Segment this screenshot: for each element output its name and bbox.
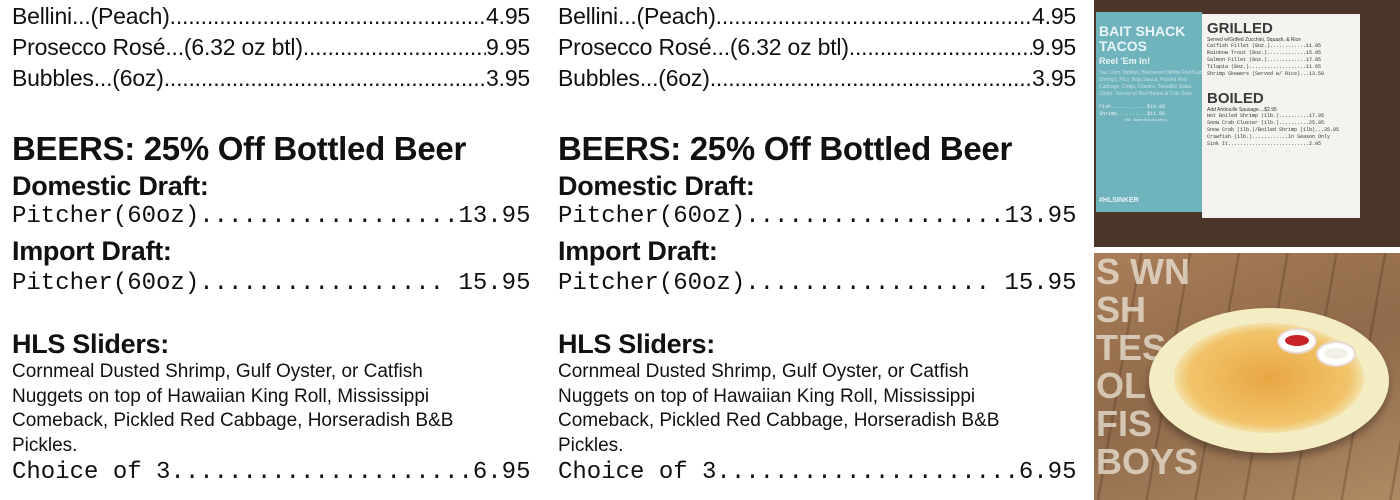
beers-heading: BEERS: 25% Off Bottled Beer bbox=[558, 130, 1012, 167]
item-price: 4.95 bbox=[486, 3, 530, 29]
tacos-shrimp: Shrimp..........$11.95 bbox=[1099, 111, 1166, 117]
import-pitcher: Pitcher(60oz)................. 15.95 bbox=[12, 270, 531, 297]
import-heading: Import Draft: bbox=[558, 236, 718, 266]
item-name: Bellini...(Peach) bbox=[558, 3, 716, 29]
domestic-pitcher: Pitcher(60oz)..................13.95 bbox=[12, 203, 531, 230]
boiled-item: Snow Crab Cluster (1lb.)..........25.95 bbox=[1207, 120, 1325, 126]
leader-dots bbox=[303, 34, 486, 61]
grilled-item: Rainbow Trout (8oz.).............15.95 bbox=[1207, 50, 1322, 56]
boiled-item: Snow Crab (1lb.)/Boiled Shrimp (1lb)...3… bbox=[1207, 127, 1340, 133]
menu-item-prosecco: Prosecco Rosé...(6.32 oz btl) 9.95 bbox=[12, 34, 530, 61]
grilled-item: Shrimp Skewers (Served w/ Rice)...13.50 bbox=[1207, 71, 1325, 77]
stencil-lettering: S WN SH TES OL FIS BOYS bbox=[1096, 253, 1199, 482]
item-name: Prosecco Rosé...(6.32 oz btl) bbox=[12, 34, 303, 60]
domestic-heading: Domestic Draft: bbox=[12, 171, 209, 201]
fried-basket-photo: S WN SH TES OL FIS BOYS bbox=[1094, 253, 1400, 500]
menu-item-bubbles: Bubbles...(6oz) 3.95 bbox=[12, 65, 530, 92]
grilled-note: Served w/Grilled Zucchini, Squash, & Ric… bbox=[1207, 37, 1301, 43]
tacos-description: Two Corn Tortillas, Blackened (White Fis… bbox=[1099, 70, 1203, 97]
grilled-title: GRILLED bbox=[1207, 20, 1273, 37]
sliders-heading: HLS Sliders: bbox=[558, 329, 715, 359]
tacos-panel: BAIT SHACK TACOS Reel 'Em In! Two Corn T… bbox=[1096, 12, 1202, 212]
leader-dots bbox=[170, 3, 486, 30]
item-price: 3.95 bbox=[486, 65, 530, 91]
ketchup-cup bbox=[1277, 328, 1317, 354]
sauce-cup bbox=[1316, 341, 1356, 367]
sliders-description: Cornmeal Dusted Shrimp, Gulf Oyster, or … bbox=[558, 361, 1000, 456]
domestic-heading: Domestic Draft: bbox=[558, 171, 755, 201]
menu-item-bellini: Bellini...(Peach) 4.95 bbox=[558, 3, 1076, 30]
item-name: Bubbles...(6oz) bbox=[558, 65, 710, 91]
boiled-note: Add Andouille Sausage....$2.95 bbox=[1207, 107, 1277, 113]
sliders-heading: HLS Sliders: bbox=[12, 329, 169, 359]
menu-item-bubbles: Bubbles...(6oz) 3.95 bbox=[558, 65, 1076, 92]
item-name: Bellini...(Peach) bbox=[12, 3, 170, 29]
boiled-item: Crawfish (1lb.)............In Season Onl… bbox=[1207, 134, 1331, 140]
hashtag: #HLSINKER bbox=[1099, 197, 1139, 204]
tacos-title: BAIT SHACK TACOS bbox=[1099, 23, 1186, 54]
item-name: Prosecco Rosé...(6.32 oz btl) bbox=[558, 34, 849, 60]
grilled-item: Catfish Fillet (8oz.)............11.95 bbox=[1207, 43, 1322, 49]
grilled-item: Salmon Fillet (8oz.).............17.95 bbox=[1207, 57, 1322, 63]
boiled-item: Hot Boiled Shrimp (1lb.)..........17.95 bbox=[1207, 113, 1325, 119]
import-heading: Import Draft: bbox=[12, 236, 172, 266]
leader-dots bbox=[164, 65, 486, 92]
beers-heading: BEERS: 25% Off Bottled Beer bbox=[12, 130, 466, 167]
sliders-description: Cornmeal Dusted Shrimp, Gulf Oyster, or … bbox=[12, 361, 454, 456]
item-price: 4.95 bbox=[1032, 3, 1076, 29]
menu-board-photo: BAIT SHACK TACOS Reel 'Em In! Two Corn T… bbox=[1094, 0, 1400, 247]
import-pitcher: Pitcher(60oz)................. 15.95 bbox=[558, 270, 1077, 297]
item-price: 3.95 bbox=[1032, 65, 1076, 91]
fries-and-shrimp bbox=[1174, 323, 1364, 433]
domestic-pitcher: Pitcher(60oz)..................13.95 bbox=[558, 203, 1077, 230]
item-name: Bubbles...(6oz) bbox=[12, 65, 164, 91]
leader-dots bbox=[710, 65, 1032, 92]
menu-item-bellini: Bellini...(Peach) 4.95 bbox=[12, 3, 530, 30]
menu-item-prosecco: Prosecco Rosé...(6.32 oz btl) 9.95 bbox=[558, 34, 1076, 61]
tacos-fish: Fish............$10.95 bbox=[1099, 104, 1166, 110]
grilled-boiled-panel: GRILLED Served w/Grilled Zucchini, Squas… bbox=[1202, 14, 1360, 218]
image-column: BAIT SHACK TACOS Reel 'Em In! Two Corn T… bbox=[1094, 0, 1400, 500]
tacos-subtitle: Reel 'Em In! bbox=[1099, 56, 1151, 66]
sliders-choice: Choice of 3.....................6.95 bbox=[558, 459, 1077, 486]
leader-dots bbox=[849, 34, 1032, 61]
item-price: 9.95 bbox=[486, 34, 530, 60]
sliders-choice: Choice of 3.....................6.95 bbox=[12, 459, 531, 486]
grilled-item: Tilapia (8oz.)...................11.95 bbox=[1207, 64, 1322, 70]
item-price: 9.95 bbox=[1032, 34, 1076, 60]
leader-dots bbox=[716, 3, 1032, 30]
boiled-item: Sink It...........................2.95 bbox=[1207, 141, 1322, 147]
boiled-title: BOILED bbox=[1207, 90, 1264, 107]
tacos-note: (No Substitutions) bbox=[1124, 119, 1168, 123]
